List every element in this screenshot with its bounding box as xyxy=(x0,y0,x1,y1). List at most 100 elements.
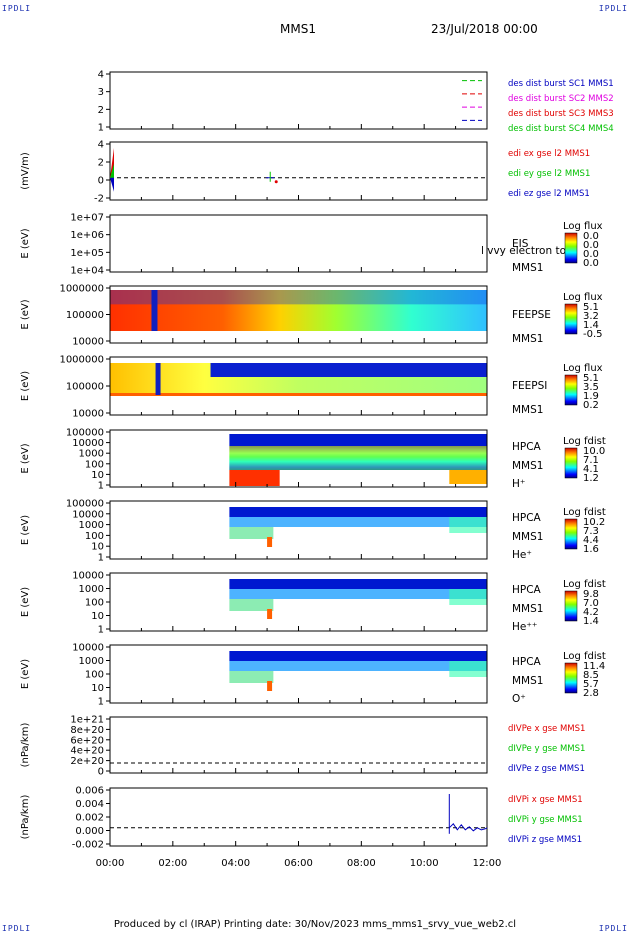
y-tick-label: 10 xyxy=(91,470,104,481)
y-tick-label: 6e+20 xyxy=(70,735,104,746)
panel-hpca-hepp-colorbar-title: Log fdist xyxy=(563,579,606,590)
colorbar-tick: 5.7 xyxy=(583,679,599,690)
time-tick-label: 10:00 xyxy=(410,858,439,869)
legend-entry: dIVPi y gse MMS1 xyxy=(508,815,583,825)
panel-hpca-h-label: HPCA xyxy=(512,441,542,453)
panel-hpca-hepp-speck xyxy=(267,609,273,619)
panel-hpca-hepp-ylabel: E (eV) xyxy=(20,587,31,617)
colorbar-tick: 7.0 xyxy=(583,598,599,609)
legend-entry: edi ez gse l2 MMS1 xyxy=(508,189,590,199)
panel-eis-overlay-label: l vvy electron to xyxy=(481,245,566,257)
y-tick-label: 4 xyxy=(98,140,104,151)
panel-hpca-hepp-lower-tail xyxy=(229,599,274,611)
panel-hpca-he-label: HPCA xyxy=(512,512,542,524)
legend-entry: dIVPe x gse MMS1 xyxy=(508,724,585,734)
panel-hpca-hepp-mid-band xyxy=(229,589,487,599)
y-tick-label: 100000 xyxy=(66,382,104,393)
panel-spacecraft-flags-frame xyxy=(109,71,488,130)
panel-feeps-ions-ylabel: E (eV) xyxy=(20,371,31,401)
y-tick-label: 10000 xyxy=(72,509,104,520)
y-tick-label: 1e+05 xyxy=(70,248,104,259)
colorbar-tick: 4.2 xyxy=(583,607,599,618)
y-tick-label: 2e+20 xyxy=(70,756,104,767)
panel-eis-label: MMS1 xyxy=(512,262,543,274)
y-tick-label: 1e+21 xyxy=(70,715,104,726)
y-tick-label: 100 xyxy=(85,598,104,609)
panel-feeps-electrons-ylabel: E (eV) xyxy=(20,299,31,329)
panel-hpca-he-label: MMS1 xyxy=(512,531,543,543)
time-tick-label: 06:00 xyxy=(284,858,313,869)
y-tick-label: 10000 xyxy=(72,438,104,449)
panel-hpca-o-label: HPCA xyxy=(512,656,542,668)
y-tick-label: 1000000 xyxy=(59,284,104,295)
y-tick-label: 100 xyxy=(85,531,104,542)
panel-hpca-o-lower-tail xyxy=(229,671,274,683)
y-tick-label: 100000 xyxy=(66,428,104,439)
colorbar-tick: 3.2 xyxy=(583,311,599,322)
legend-entry: dIVPe y gse MMS1 xyxy=(508,744,585,754)
time-tick-label: 08:00 xyxy=(347,858,376,869)
panel-divpe-ylabel: (nPa/km) xyxy=(20,723,31,768)
panel-hpca-hepp-late-band xyxy=(449,589,487,605)
panel-hpca-h-ylabel: E (eV) xyxy=(20,443,31,473)
corner-label-bottom-right: IPDLI xyxy=(598,924,628,933)
panel-hpca-o-ylabel: E (eV) xyxy=(20,659,31,689)
panel-hpca-o-colorbar xyxy=(564,662,578,694)
colorbar-tick: 5.1 xyxy=(583,302,599,313)
footer-text: Produced by cl (IRAP) Printing date: 30/… xyxy=(113,919,517,930)
colorbar-tick: 11.4 xyxy=(583,661,605,672)
panel-eis-colorbar xyxy=(564,232,578,264)
panel-feeps-ions-gap xyxy=(155,363,161,395)
y-tick-label: 100 xyxy=(85,670,104,681)
y-tick-label: 4 xyxy=(98,70,104,81)
y-tick-label: 3 xyxy=(98,87,104,98)
y-tick-label: 0.002 xyxy=(75,813,104,824)
legend-entry: des dist burst SC1 MMS1 xyxy=(508,79,614,89)
panel-hpca-h-label: MMS1 xyxy=(512,460,543,472)
panel-edi-e-field-ylabel: (mV/m) xyxy=(20,152,31,190)
colorbar-tick: 1.2 xyxy=(583,473,599,484)
panel-hpca-he-mid-band xyxy=(229,517,487,527)
legend-entry: edi ex gse l2 MMS1 xyxy=(508,149,590,159)
panel-hpca-he-colorbar xyxy=(564,518,578,550)
panel-feeps-electrons-label: MMS1 xyxy=(512,333,543,345)
panel-hpca-h-late-low xyxy=(449,470,487,484)
y-tick-label: 0.006 xyxy=(75,786,104,797)
panel-hpca-he-colorbar-title: Log fdist xyxy=(563,507,606,518)
legend-entry: dIVPe z gse MMS1 xyxy=(508,764,585,774)
edi-point xyxy=(274,180,278,184)
panel-eis-label: EIS xyxy=(512,238,529,250)
y-tick-label: 0.004 xyxy=(75,799,104,810)
panel-hpca-he-lower-tail xyxy=(229,527,274,539)
panel-edi-e-field-spike-blue xyxy=(110,177,114,192)
panel-hpca-hepp-label: He⁺⁺ xyxy=(512,621,537,633)
y-tick-label: 8e+20 xyxy=(70,725,104,736)
y-tick-label: 1e+04 xyxy=(70,266,104,277)
panel-feeps-electrons-gap xyxy=(151,290,158,331)
spacecraft-title: MMS1 xyxy=(280,22,316,36)
panel-divpe-frame xyxy=(109,716,488,774)
panel-hpca-h-top-band xyxy=(229,434,487,446)
y-tick-label: -2 xyxy=(94,194,104,205)
panel-hpca-h-colorbar-title: Log fdist xyxy=(563,436,606,447)
legend-entry: dIVPi x gse MMS1 xyxy=(508,795,583,805)
y-tick-label: 4e+20 xyxy=(70,746,104,757)
panel-hpca-o-colorbar-title: Log fdist xyxy=(563,651,606,662)
panel-hpca-hepp-label: MMS1 xyxy=(512,603,543,615)
panel-eis-ylabel: E (eV) xyxy=(20,228,31,258)
y-tick-label: 2 xyxy=(98,158,104,169)
colorbar-tick: 7.3 xyxy=(583,526,599,537)
y-tick-label: 2 xyxy=(98,105,104,116)
panel-feeps-electrons-colorbar xyxy=(564,303,578,335)
y-tick-label: 1000 xyxy=(79,656,104,667)
panel-hpca-he-ylabel: E (eV) xyxy=(20,515,31,545)
panel-hpca-o-label: MMS1 xyxy=(512,675,543,687)
time-tick-label: 00:00 xyxy=(96,858,125,869)
panel-hpca-hepp-label: HPCA xyxy=(512,584,542,596)
panel-feeps-ions-band xyxy=(110,393,487,396)
panel-hpca-h-low-energy xyxy=(229,470,280,486)
panel-feeps-ions-label: FEEPSI xyxy=(512,380,547,392)
colorbar-tick: 1.9 xyxy=(583,391,599,402)
y-tick-label: 1 xyxy=(98,625,104,636)
colorbar-tick: 5.1 xyxy=(583,373,599,384)
